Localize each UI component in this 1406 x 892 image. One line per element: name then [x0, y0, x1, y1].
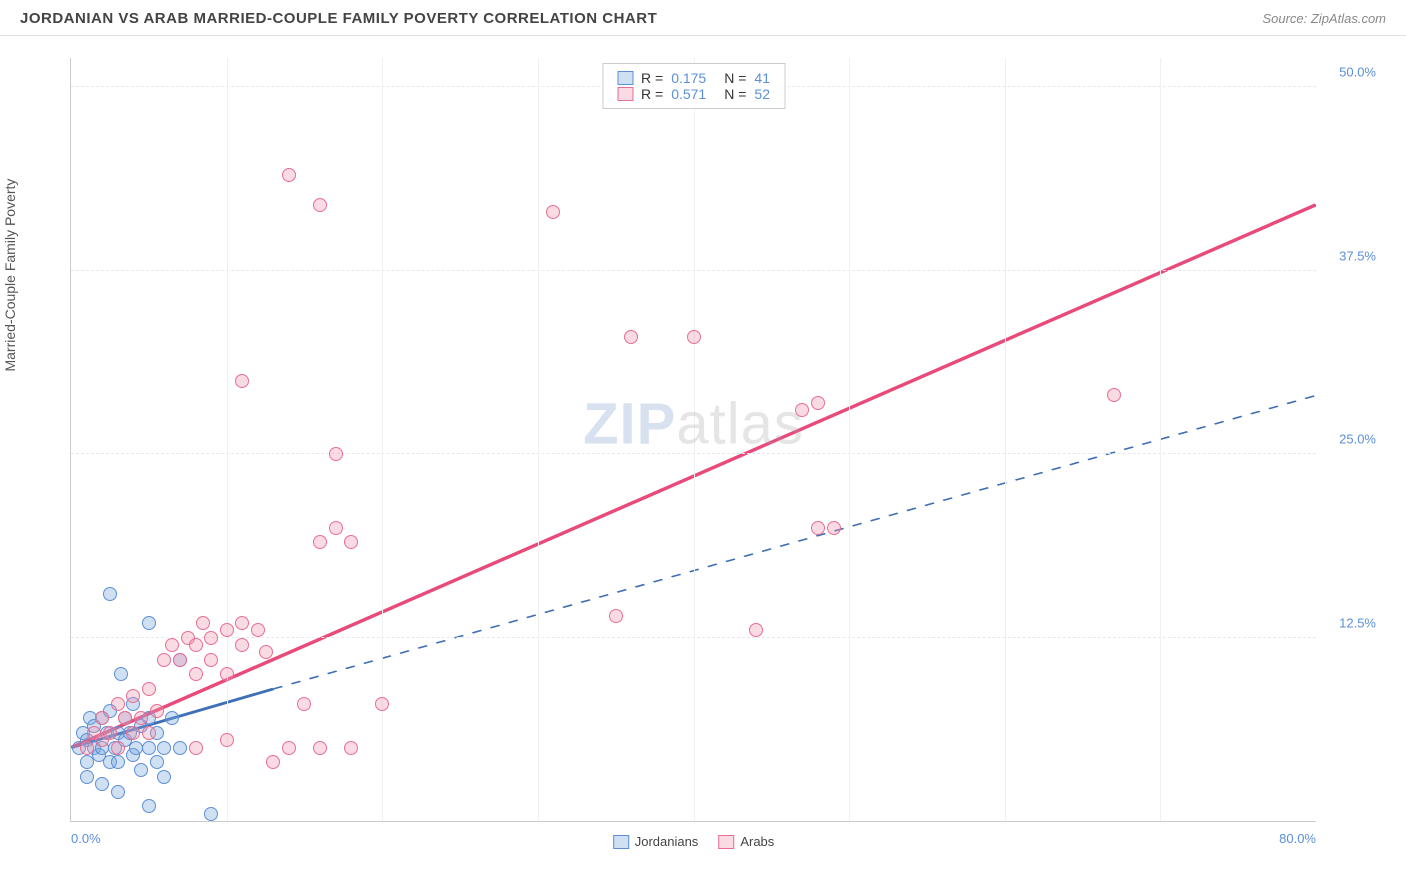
data-point — [204, 653, 218, 667]
data-point — [157, 770, 171, 784]
y-tick-label: 37.5% — [1321, 248, 1376, 263]
data-point — [165, 638, 179, 652]
x-tick-label: 0.0% — [71, 831, 101, 846]
legend-swatch — [613, 835, 629, 849]
y-axis-label: Married-Couple Family Poverty — [2, 179, 18, 372]
data-point — [329, 447, 343, 461]
gridline-v — [849, 58, 850, 821]
chart-source: Source: ZipAtlas.com — [1262, 11, 1386, 26]
data-point — [235, 638, 249, 652]
data-point — [126, 689, 140, 703]
data-point — [282, 741, 296, 755]
data-point — [150, 755, 164, 769]
data-point — [375, 697, 389, 711]
data-point — [80, 741, 94, 755]
data-point — [142, 741, 156, 755]
data-point — [235, 374, 249, 388]
legend-label: Jordanians — [635, 834, 699, 849]
data-point — [827, 521, 841, 535]
data-point — [114, 667, 128, 681]
legend-row: R =0.571N =52 — [617, 86, 770, 102]
data-point — [313, 198, 327, 212]
plot-area: ZIPatlas R =0.175N =41R =0.571N =52 Jord… — [70, 58, 1316, 822]
data-point — [204, 631, 218, 645]
data-point — [142, 682, 156, 696]
data-point — [259, 645, 273, 659]
data-point — [313, 741, 327, 755]
data-point — [173, 653, 187, 667]
data-point — [624, 330, 638, 344]
legend-swatch — [617, 87, 633, 101]
data-point — [173, 741, 187, 755]
data-point — [749, 623, 763, 637]
data-point — [165, 711, 179, 725]
data-point — [220, 733, 234, 747]
data-point — [111, 741, 125, 755]
data-point — [150, 704, 164, 718]
correlation-legend: R =0.175N =41R =0.571N =52 — [602, 63, 785, 109]
data-point — [189, 741, 203, 755]
legend-row: R =0.175N =41 — [617, 70, 770, 86]
data-point — [142, 616, 156, 630]
data-point — [220, 667, 234, 681]
data-point — [235, 616, 249, 630]
data-point — [95, 777, 109, 791]
chart-header: JORDANIAN VS ARAB MARRIED-COUPLE FAMILY … — [0, 0, 1406, 36]
data-point — [795, 403, 809, 417]
data-point — [134, 711, 148, 725]
data-point — [189, 667, 203, 681]
chart-container: Married-Couple Family Poverty ZIPatlas R… — [20, 48, 1386, 872]
data-point — [189, 638, 203, 652]
data-point — [687, 330, 701, 344]
data-point — [609, 609, 623, 623]
data-point — [134, 763, 148, 777]
legend-swatch — [617, 71, 633, 85]
data-point — [282, 168, 296, 182]
data-point — [266, 755, 280, 769]
gridline-v — [538, 58, 539, 821]
data-point — [157, 653, 171, 667]
data-point — [546, 205, 560, 219]
data-point — [811, 521, 825, 535]
legend-item: Jordanians — [613, 834, 699, 849]
legend-label: Arabs — [740, 834, 774, 849]
data-point — [111, 755, 125, 769]
data-point — [220, 623, 234, 637]
data-point — [80, 770, 94, 784]
chart-title: JORDANIAN VS ARAB MARRIED-COUPLE FAMILY … — [20, 10, 657, 27]
y-tick-label: 12.5% — [1321, 615, 1376, 630]
data-point — [297, 697, 311, 711]
data-point — [111, 697, 125, 711]
gridline-v — [1160, 58, 1161, 821]
data-point — [118, 711, 132, 725]
data-point — [329, 521, 343, 535]
data-point — [196, 616, 210, 630]
gridline-v — [1005, 58, 1006, 821]
gridline-v — [694, 58, 695, 821]
data-point — [204, 807, 218, 821]
data-point — [126, 726, 140, 740]
y-tick-label: 50.0% — [1321, 65, 1376, 80]
data-point — [111, 785, 125, 799]
data-point — [344, 741, 358, 755]
data-point — [142, 799, 156, 813]
data-point — [1107, 388, 1121, 402]
data-point — [251, 623, 265, 637]
x-tick-label: 80.0% — [1279, 831, 1316, 846]
data-point — [157, 741, 171, 755]
data-point — [103, 587, 117, 601]
gridline-v — [227, 58, 228, 821]
legend-swatch — [718, 835, 734, 849]
data-point — [811, 396, 825, 410]
y-tick-label: 25.0% — [1321, 432, 1376, 447]
data-point — [313, 535, 327, 549]
data-point — [142, 726, 156, 740]
data-point — [103, 726, 117, 740]
legend-item: Arabs — [718, 834, 774, 849]
data-point — [344, 535, 358, 549]
series-legend: Jordanians Arabs — [613, 834, 775, 849]
data-point — [95, 711, 109, 725]
